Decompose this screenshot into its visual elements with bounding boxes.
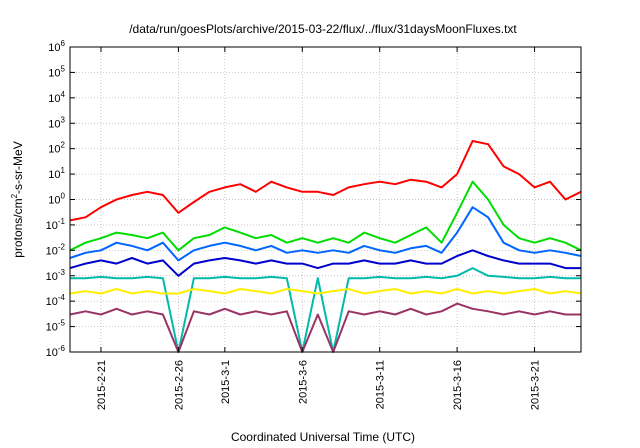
series-line xyxy=(70,267,581,353)
y-tick-exponent: 6 xyxy=(61,39,66,48)
y-tick-label: 10-4 xyxy=(46,293,66,308)
y-tick-base: 10 xyxy=(46,245,58,257)
y-tick-base: 10 xyxy=(46,271,58,283)
y-tick-label: 104 xyxy=(48,90,65,105)
y-tick-base: 10 xyxy=(48,144,60,156)
y-axis-label-prefix: protons/cm xyxy=(11,198,25,257)
y-tick-base: 10 xyxy=(46,322,58,334)
y-axis-label-superscript: 2 xyxy=(10,193,19,198)
series-line xyxy=(69,288,582,295)
y-tick-base: 10 xyxy=(46,220,58,232)
y-tick-exponent: -4 xyxy=(58,293,66,302)
y-tick-exponent: -2 xyxy=(58,242,66,251)
series-line xyxy=(69,140,582,222)
series-line xyxy=(69,206,582,262)
y-tick-base: 10 xyxy=(46,347,58,359)
x-tick-label: 2015-3-1 xyxy=(220,360,232,404)
y-tick-exponent: 2 xyxy=(61,141,66,150)
y-axis-label-suffix: -s-sr-MeV xyxy=(11,141,25,194)
y-tick-label: 105 xyxy=(48,64,65,79)
y-tick-exponent: -5 xyxy=(58,319,66,328)
y-tick-label: 102 xyxy=(48,141,65,156)
x-tick-label: 2015-2-26 xyxy=(173,360,185,410)
chart-title: /data/run/goesPlots/archive/2015-03-22/f… xyxy=(129,22,517,36)
x-tick-label: 2015-3-21 xyxy=(530,360,542,410)
grid xyxy=(70,47,581,352)
x-axis-label: Coordinated Universal Time (UTC) xyxy=(231,430,415,444)
y-tick-label: 101 xyxy=(48,166,65,181)
series-line xyxy=(69,249,581,277)
y-tick-label: 103 xyxy=(48,115,65,130)
y-tick-label: 10-1 xyxy=(46,217,66,232)
y-axis-label: protons/cm2-s-sr-MeV xyxy=(10,141,25,257)
y-tick-exponent: 3 xyxy=(61,115,66,124)
y-tick-base: 10 xyxy=(48,195,60,207)
y-tick-exponent: -1 xyxy=(58,217,66,226)
series-layer xyxy=(69,140,582,353)
y-tick-exponent: -3 xyxy=(58,268,66,277)
y-tick-base: 10 xyxy=(48,67,60,79)
y-tick-exponent: 4 xyxy=(61,90,66,99)
y-tick-label: 10-6 xyxy=(46,344,66,359)
y-tick-exponent: 5 xyxy=(61,64,66,73)
y-tick-exponent: 0 xyxy=(61,192,66,201)
series-line xyxy=(69,302,581,353)
y-tick-base: 10 xyxy=(48,118,60,130)
y-tick-base: 10 xyxy=(48,169,60,181)
series-line xyxy=(69,180,582,252)
y-tick-label: 10-5 xyxy=(46,319,66,334)
x-tick-label: 2015-2-21 xyxy=(96,360,108,410)
y-tick-base: 10 xyxy=(48,93,60,105)
y-axis-ticks: 10-610-510-410-310-210-11001011021031041… xyxy=(46,39,581,359)
y-tick-label: 100 xyxy=(48,192,65,207)
x-tick-label: 2015-3-16 xyxy=(452,360,464,410)
y-tick-base: 10 xyxy=(48,42,60,54)
y-tick-base: 10 xyxy=(46,296,58,308)
y-tick-exponent: 1 xyxy=(61,166,66,175)
y-tick-label: 10-2 xyxy=(46,242,66,257)
x-tick-label: 2015-3-6 xyxy=(297,360,309,404)
x-axis-ticks: 2015-2-21 2015-2-26 2015-3-1 2015-3-6 2015-3… xyxy=(96,47,542,410)
y-tick-label: 106 xyxy=(48,39,65,54)
y-tick-label: 10-3 xyxy=(46,268,66,283)
y-tick-exponent: -6 xyxy=(58,344,66,353)
x-tick-label: 2015-3-11 xyxy=(375,360,387,409)
